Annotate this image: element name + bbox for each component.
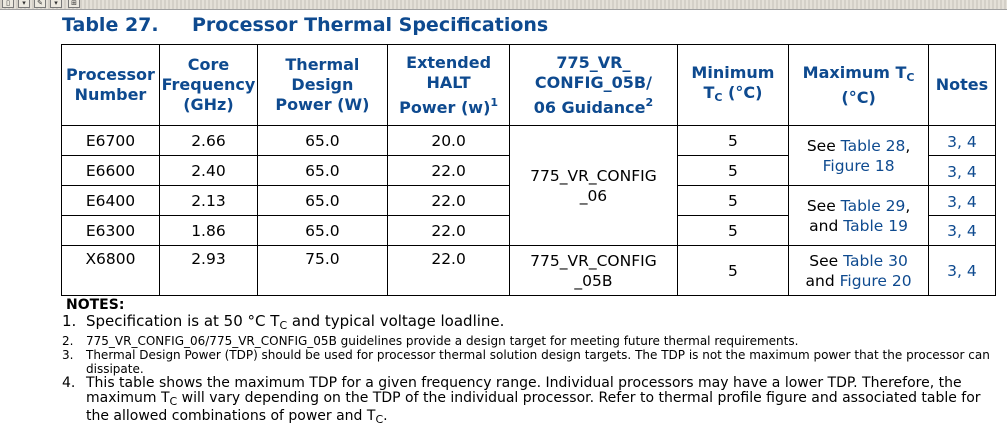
cell-halt-power: 22.0	[386, 245, 511, 296]
cell-max-tc-ref: See Table 30 and Figure 20	[788, 245, 929, 296]
cell-processor: E6700	[61, 125, 160, 156]
cell-max-tc-ref: See Table 29, and Table 19	[788, 185, 929, 246]
header-extended-halt-power: Extended HALT Power (w)1	[386, 44, 511, 126]
note-item: 3. Thermal Design Power (TDP) should be u…	[62, 348, 990, 376]
cell-frequency: 2.93	[158, 245, 258, 296]
table-row: E6700 2.66 65.0 20.0 775_VR_CONFIG _06 5 …	[61, 125, 997, 246]
link-table-30[interactable]: Table 30	[843, 251, 908, 270]
link-table-29[interactable]: Table 29	[840, 196, 906, 215]
cell-tdp: 65.0	[256, 185, 388, 216]
cell-notes: 3, 4	[927, 245, 997, 296]
header-vr-config-guidance: 775_VR_ CONFIG_05B/06 Guidance2	[509, 44, 678, 126]
table-row: E6600 2.40 65.0 22.0 5 3, 4	[61, 155, 997, 186]
dropdown-icon[interactable]: ▾	[50, 0, 62, 8]
header-processor-number: Processor Number	[61, 44, 160, 126]
link-figure-18[interactable]: Figure 18	[822, 156, 895, 175]
cell-processor: X6800	[61, 245, 160, 296]
note-item: 4. This table shows the maximum TDP for a…	[62, 375, 981, 427]
cell-halt-power: 22.0	[386, 185, 511, 216]
thermal-spec-table: Processor Number Core Frequency (GHz) Therm…	[61, 44, 997, 296]
table-caption: Table 27. Processor Thermal Specification…	[62, 14, 548, 40]
cell-halt-power: 22.0	[386, 155, 511, 186]
dropdown-icon[interactable]: ▾	[18, 0, 30, 8]
link-figure-20[interactable]: Figure 20	[839, 271, 912, 290]
cell-tdp: 65.0	[256, 215, 388, 246]
table-row: E6400 2.13 65.0 22.0 5 See Table 29, and …	[61, 185, 997, 246]
cell-min-tc: 5	[676, 125, 790, 156]
page-icon[interactable]: ▯	[2, 0, 14, 8]
cell-min-tc: 5	[676, 155, 790, 186]
cell-min-tc: 5	[676, 215, 790, 246]
cell-notes: 3, 4	[927, 185, 997, 216]
note-item: 2. 775_VR_CONFIG_06/775_VR_CONFIG_05B gui…	[62, 334, 799, 348]
cell-notes: 3, 4	[927, 155, 997, 186]
cell-notes: 3, 4	[927, 125, 997, 156]
cell-min-tc: 5	[676, 245, 790, 296]
header-minimum-tc: Minimum TC (°C)	[676, 44, 790, 126]
cell-tdp: 75.0	[256, 245, 388, 296]
cell-tdp: 65.0	[256, 125, 388, 156]
note-item: 1. Specification is at 50 °C TC and typic…	[62, 312, 505, 332]
cell-vr-config-05b: 775_VR_CONFIG _05B	[509, 245, 678, 296]
document-toolbar: ▯ ▾ ✎ ▾ ⊞	[0, 0, 1007, 10]
header-row: Processor Number Core Frequency (GHz) Therm…	[61, 44, 997, 126]
notes-heading: NOTES:	[66, 297, 125, 313]
cell-frequency: 1.86	[158, 215, 258, 246]
cell-frequency: 2.13	[158, 185, 258, 216]
cell-halt-power: 22.0	[386, 215, 511, 246]
cell-processor: E6300	[61, 215, 160, 246]
header-core-frequency: Core Frequency (GHz)	[158, 44, 258, 126]
link-table-19[interactable]: Table 19	[843, 216, 908, 235]
cell-frequency: 2.66	[158, 125, 258, 156]
tool-icon[interactable]: ⊞	[68, 0, 80, 8]
table-notes: NOTES: 1. Specification is at 50 °C TC an…	[62, 298, 997, 427]
header-thermal-design-power: Thermal Design Power (W)	[256, 44, 388, 126]
cell-frequency: 2.40	[158, 155, 258, 186]
table-row: E6300 1.86 65.0 22.0 5 3, 4	[61, 215, 997, 246]
table-title: Processor Thermal Specifications	[192, 14, 549, 36]
link-table-28[interactable]: Table 28	[840, 136, 906, 155]
cell-tdp: 65.0	[256, 155, 388, 186]
cell-vr-config-06: 775_VR_CONFIG _06	[509, 125, 678, 246]
footnote-ref: 2	[645, 95, 654, 109]
cell-max-tc-ref: See Table 28, Figure 18	[788, 125, 929, 186]
table-number: Table 27.	[62, 14, 159, 36]
footnote-ref: 1	[490, 95, 499, 109]
header-maximum-tc: Maximum TC (°C)	[788, 44, 929, 126]
cell-notes: 3, 4	[927, 215, 997, 246]
cell-processor: E6400	[61, 185, 160, 216]
table-row: X6800 2.93 75.0 22.0 775_VR_CONFIG _05B 5…	[61, 245, 997, 296]
cell-min-tc: 5	[676, 185, 790, 216]
cell-processor: E6600	[61, 155, 160, 186]
cell-halt-power: 20.0	[386, 125, 511, 156]
pen-icon[interactable]: ✎	[34, 0, 46, 8]
header-notes: Notes	[927, 44, 997, 126]
